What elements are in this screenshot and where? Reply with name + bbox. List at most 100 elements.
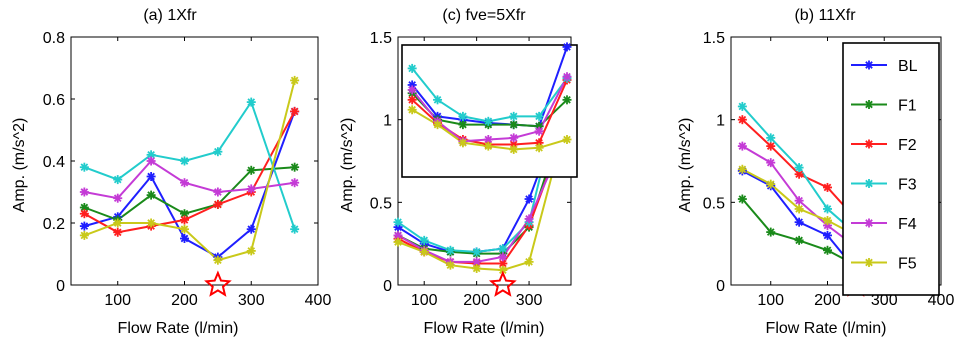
panel-1-point-F3 [498, 244, 508, 254]
legend-label-F2: F2 [898, 137, 917, 154]
panel-0-ytick-label: 0.6 [43, 92, 65, 109]
panel-0-point-F5 [113, 218, 123, 228]
panel-2-ytick-label: 1 [716, 113, 725, 130]
panel-0-point-BL [146, 172, 156, 181]
panel-b-title: (b) 11Xfr [794, 7, 856, 24]
panel-2-point-F2 [737, 115, 747, 125]
panel-1-point-BL [524, 194, 534, 204]
panel-0-point-F1 [290, 162, 300, 172]
panel-0-point-F3 [79, 162, 89, 172]
panel-1-marker-star [488, 270, 517, 297]
panel-0-point-F2 [79, 209, 89, 219]
panel-1-point-F4 [472, 257, 482, 267]
panel-1-point-F4 [498, 252, 508, 262]
legend-label-F4: F4 [898, 216, 917, 233]
panel-1-inset-point-F5 [458, 138, 468, 148]
panel-1-inset-series [407, 42, 572, 154]
panel-0-point-F5 [79, 230, 89, 240]
panel-0-point-BL [79, 221, 89, 231]
legend-label-F5: F5 [898, 256, 917, 273]
panel-2-point-F4 [794, 196, 804, 206]
panel-1-inset-point-F3 [534, 111, 544, 121]
panel-0-ytick-label: 0.4 [43, 154, 65, 171]
panel-1-ytick-label: 0 [383, 278, 392, 295]
panel-0-xtick-label: 300 [238, 292, 265, 309]
panel-0-point-F4 [146, 156, 156, 166]
panel-0-point-F2 [213, 199, 223, 209]
panel-1-point-F3 [393, 217, 403, 227]
panel-a-ylabel: Amp. (m/s^2) [11, 118, 28, 213]
panel-2-point-F3 [822, 204, 832, 214]
panel-0-point-F5 [290, 75, 300, 85]
panel-2-xtick-label: 100 [757, 292, 784, 309]
panel-0-point-F3 [179, 156, 189, 166]
panel-0-xtick-label: 100 [104, 292, 131, 309]
panel-2-point-F5 [766, 179, 776, 189]
panel-1-inset-point-F3 [407, 63, 417, 73]
legend-marker-F3 [864, 179, 874, 188]
panel-1-point-F3 [472, 247, 482, 257]
panel-c-title: (c) fve=5Xfr [442, 7, 526, 24]
panel-2-point-F2 [766, 141, 776, 151]
panel-0-ytick-label: 0.8 [43, 30, 65, 47]
panel-2-ytick-label: 0.5 [703, 195, 725, 212]
panel-0-point-F5 [213, 255, 223, 265]
legend-box [842, 42, 940, 296]
legend-marker-F2 [864, 139, 874, 149]
panel-1-inset-point-F1 [458, 120, 468, 130]
panel-1-inset-point-F4 [509, 133, 519, 143]
panel-1-inset-point-BL [562, 42, 572, 52]
panel-1-xtick-label: 200 [463, 292, 490, 309]
panel-1-inset-point-F1 [509, 120, 519, 130]
panel-1-inset-point-F2 [407, 95, 417, 105]
legend-marker-BL [864, 60, 874, 70]
legend-marker-F4 [864, 218, 874, 228]
panel-0-point-F4 [246, 184, 256, 194]
panel-a: (a) 1Xfr Amp. (m/s^2) Flow Rate (l/min) [11, 7, 238, 337]
panel-2-point-F3 [794, 163, 804, 173]
panel-0-line-F1 [84, 166, 295, 222]
panel-0-point-F2 [113, 227, 123, 237]
panel-b-xlabel: Flow Rate (l/min) [766, 320, 887, 337]
panel-0-point-F1 [246, 165, 256, 175]
panel-b-ylabel: Amp. (m/s^2) [677, 118, 694, 213]
panel-2-point-F3 [737, 101, 747, 111]
panel-2-axes-frame [730, 36, 942, 286]
panel-1-point-F5 [393, 237, 403, 247]
panel-1-inset-point-F5 [433, 120, 443, 130]
panel-0-marker-star [204, 270, 232, 297]
panel-1-xtick-label: 300 [516, 292, 543, 309]
panel-1-point-F5 [419, 247, 429, 257]
panel-0-point-F4 [290, 178, 300, 188]
panel-0-point-BL [246, 224, 256, 234]
panel-0-xtick-label: 200 [171, 292, 198, 309]
panel-0-point-F4 [79, 187, 89, 197]
panel-1-xtick-label: 100 [411, 292, 438, 309]
panel-1-inset-point-F4 [562, 72, 572, 82]
panel-0-point-F3 [290, 224, 300, 234]
panel-2-point-F1 [822, 245, 832, 255]
panel-2-point-F4 [737, 141, 747, 151]
panel-0-point-F3 [213, 147, 223, 157]
panel-1-inset-frame [401, 44, 578, 178]
panel-0-point-F5 [146, 218, 156, 228]
panel-2-ytick-label: 1.5 [703, 30, 725, 47]
panel-1-inset-point-F1 [562, 95, 572, 105]
panel-2-point-BL [822, 230, 832, 240]
panel-0-line-F3 [84, 99, 296, 230]
panel-c-ylabel: Amp. (m/s^2) [339, 118, 356, 213]
panel-0-point-F3 [246, 97, 256, 107]
panel-2-point-F4 [766, 158, 776, 168]
panel-0-xtick-label: 400 [305, 292, 332, 309]
panel-1-point-F5 [445, 260, 455, 270]
panel-0-point-F4 [213, 187, 223, 197]
panel-1-inset-point-F4 [407, 85, 417, 95]
panel-1-point-F4 [524, 214, 534, 224]
panel-1-point-F5 [524, 257, 534, 267]
panel-2-point-F3 [766, 133, 776, 143]
panel-1-ytick-label: 1.5 [370, 30, 392, 47]
panel-2-point-F1 [766, 227, 776, 237]
panel-1-ytick-label: 0.5 [370, 195, 392, 212]
panel-2-point-F2 [794, 169, 804, 179]
